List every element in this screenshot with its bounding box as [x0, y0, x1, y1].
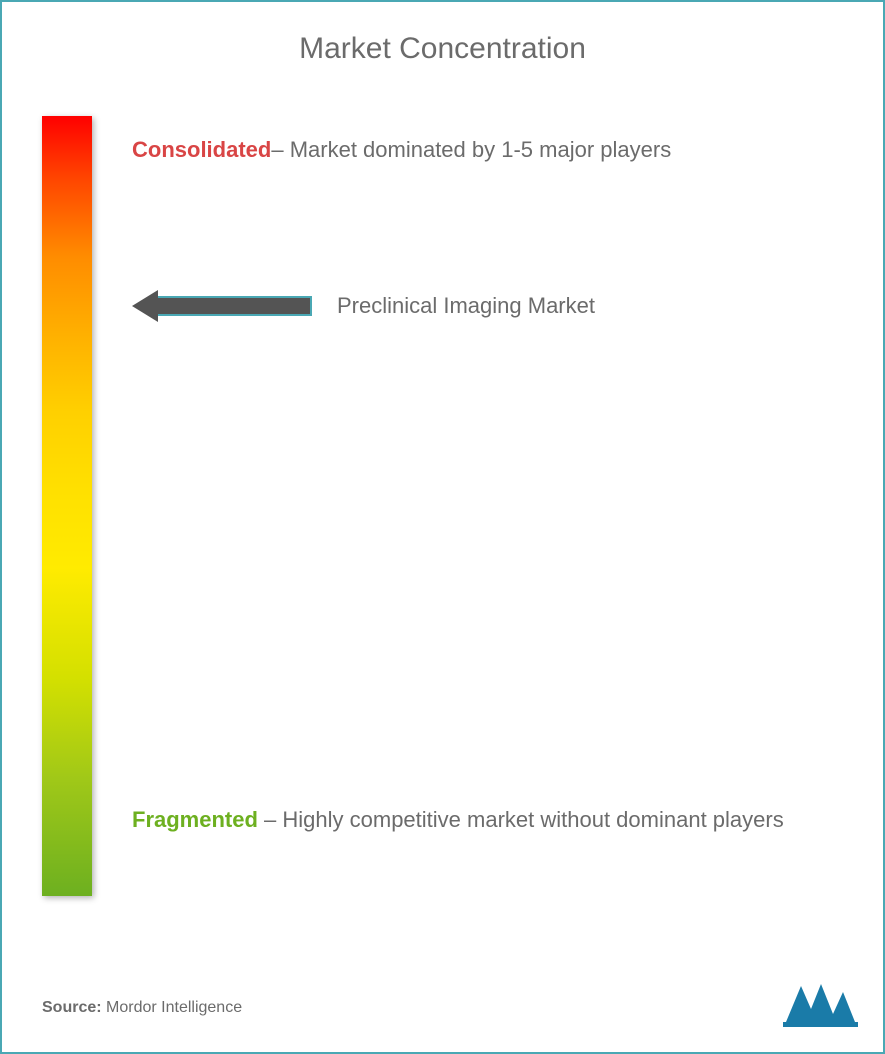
source-attribution: Source: Mordor Intelligence — [42, 999, 242, 1017]
fragmented-description: – Highly competitive market without domi… — [258, 807, 784, 832]
consolidated-keyword: Consolidated — [132, 137, 271, 162]
content-area: Consolidated– Market dominated by 1-5 ma… — [2, 86, 883, 936]
consolidated-description: – Market dominated by 1-5 major players — [271, 137, 671, 162]
source-value: Mordor Intelligence — [102, 999, 243, 1016]
arrow-head — [132, 290, 158, 322]
market-name-label: Preclinical Imaging Market — [337, 293, 595, 319]
concentration-gradient-bar — [42, 116, 92, 896]
labels-area: Consolidated– Market dominated by 1-5 ma… — [92, 116, 843, 936]
chart-title: Market Concentration — [2, 2, 883, 86]
consolidated-label: Consolidated– Market dominated by 1-5 ma… — [132, 126, 823, 174]
market-position-marker: Preclinical Imaging Market — [132, 291, 595, 321]
fragmented-keyword: Fragmented — [132, 807, 258, 832]
mordor-logo-icon — [783, 974, 858, 1034]
source-label: Source: — [42, 999, 102, 1016]
arrow-icon — [132, 291, 312, 321]
arrow-shaft — [158, 296, 312, 316]
fragmented-label: Fragmented – Highly competitive market w… — [132, 796, 823, 844]
infographic-container: Market Concentration Consolidated– Marke… — [0, 0, 885, 1054]
